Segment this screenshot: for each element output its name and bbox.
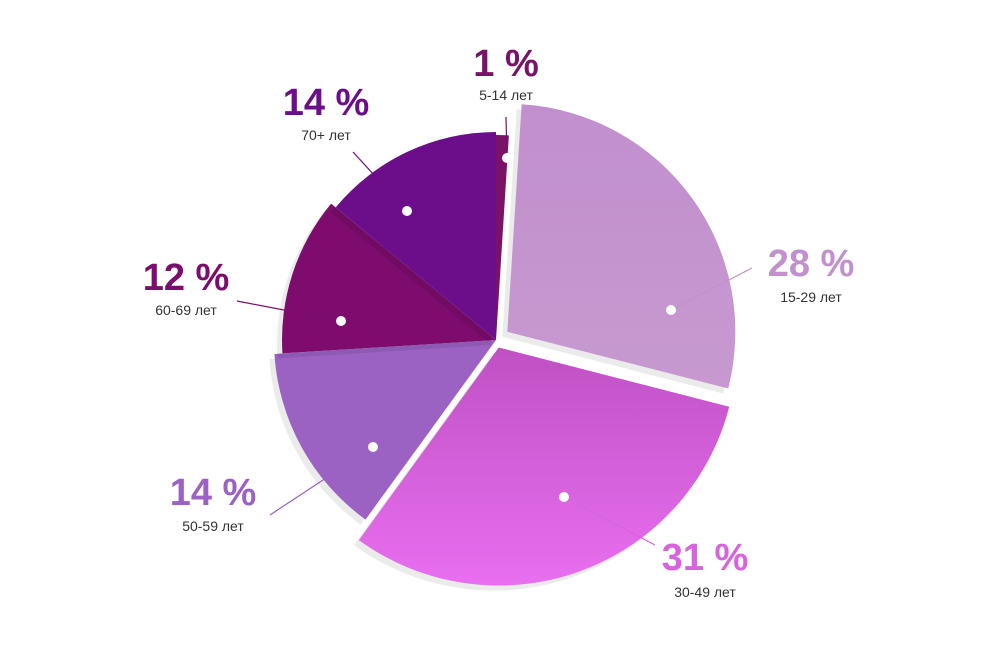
data-label-percent: 12 % <box>143 257 230 299</box>
pie-slice-30-49-лет <box>358 347 730 586</box>
category-label: 30-49 лет <box>674 584 736 600</box>
data-label-percent: 28 % <box>768 243 855 285</box>
leader-line <box>269 446 374 516</box>
leader-line <box>505 116 508 159</box>
leader-line <box>563 496 656 546</box>
pie-slice-70plus-лет <box>335 132 496 340</box>
leader-dot <box>368 442 378 452</box>
leader-line <box>670 267 753 311</box>
data-label-percent: 1 % <box>473 43 538 85</box>
category-label: 70+ лет <box>301 127 351 143</box>
data-label-percent: 31 % <box>662 537 749 579</box>
leader-line <box>352 151 408 212</box>
category-label: 15-29 лет <box>780 289 842 305</box>
leader-line <box>236 300 342 322</box>
pie-slice-5-14-лет <box>496 135 509 340</box>
pie-slice-60-69-лет <box>281 203 496 354</box>
category-label: 50-59 лет <box>182 518 244 534</box>
category-label: 5-14 лет <box>479 87 533 103</box>
leader-dot <box>336 316 346 326</box>
leader-dot <box>402 206 412 216</box>
leader-dot <box>502 153 512 163</box>
pie-slice-50-59-лет <box>274 340 496 520</box>
category-label: 60-69 лет <box>155 302 217 318</box>
leader-dot <box>559 492 569 502</box>
leader-dot <box>666 305 676 315</box>
data-label-percent: 14 % <box>283 82 370 124</box>
pie-slice-15-29-лет <box>507 104 736 389</box>
data-label-percent: 14 % <box>170 472 257 514</box>
